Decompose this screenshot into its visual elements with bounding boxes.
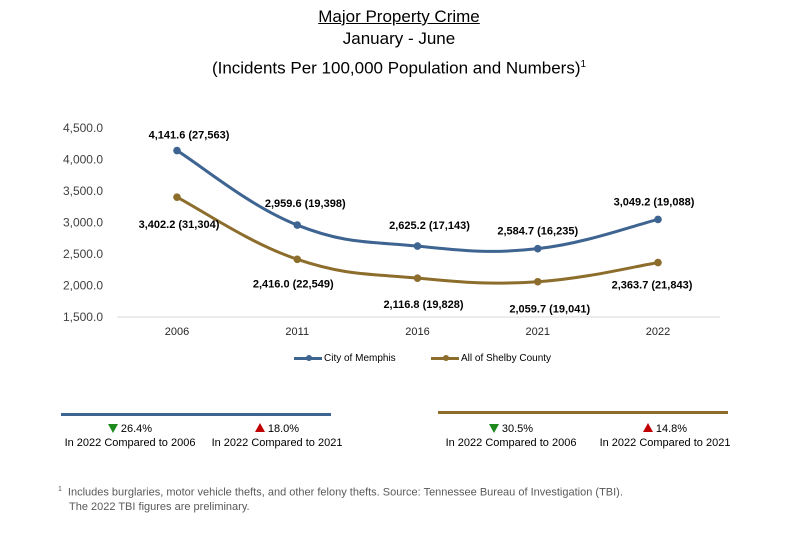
y-tick-label: 3,500.0 — [63, 184, 103, 198]
memphis-stat-vs-2006: 26.4% In 2022 Compared to 2006 — [55, 422, 205, 450]
series-line-memphis — [175, 149, 660, 253]
data-point — [654, 258, 662, 267]
y-tick-label: 1,500.0 — [63, 310, 103, 324]
shelby-vs-2021-value: 14.8% — [655, 423, 688, 435]
data-label: 2,363.7 (21,843) — [612, 280, 693, 292]
data-point — [173, 146, 181, 155]
chart-subtitle-units: (Incidents Per 100,000 Population and Nu… — [0, 50, 798, 84]
arrow-up-icon — [642, 423, 653, 432]
footnote-marker: 1 — [58, 486, 62, 493]
data-point — [173, 193, 181, 201]
data-label: 2,625.2 (17,143) — [389, 220, 470, 232]
legend-swatch-shelby — [431, 355, 459, 361]
data-point — [293, 255, 302, 264]
shelby-vs-2006-value: 30.5% — [501, 423, 534, 435]
data-label: 3,049.2 (19,088) — [614, 196, 695, 208]
footnote-line-2: The 2022 TBI figures are preliminary. — [69, 500, 250, 513]
shelby-summary-line — [438, 411, 728, 414]
memphis-summary-line — [61, 413, 331, 416]
memphis-vs-2006-label: In 2022 Compared to 2006 — [64, 437, 196, 449]
data-point — [533, 277, 542, 286]
data-point — [533, 244, 542, 253]
x-tick-label: 2021 — [526, 326, 550, 338]
memphis-vs-2021-label: In 2022 Compared to 2021 — [211, 437, 343, 449]
data-point — [654, 215, 662, 224]
line-chart: 1,500.0 2,000.0 2,500.0 3,000.0 3,500.0 4,000… — [63, 121, 720, 338]
x-tick-label: 2022 — [646, 326, 670, 338]
data-point — [413, 242, 422, 250]
arrow-down-icon — [488, 424, 499, 433]
chart-subtitle-units-text: (Incidents Per 100,000 Population and Nu… — [211, 58, 581, 78]
chart-title-block: Major Property Crime January - June (Inc… — [0, 6, 798, 84]
legend-item-shelby: All of Shelby County — [431, 353, 551, 364]
data-label: 2,959.6 (19,398) — [265, 198, 346, 210]
memphis-vs-2021-value: 18.0% — [267, 423, 300, 435]
y-tick-label: 3,000.0 — [63, 216, 103, 230]
arrow-up-icon — [254, 423, 265, 432]
memphis-stat-vs-2021: 18.0% In 2022 Compared to 2021 — [204, 422, 350, 450]
data-label: 4,141.6 (27,563) — [149, 130, 230, 142]
y-axis: 1,500.0 2,000.0 2,500.0 3,000.0 3,500.0 4,000… — [63, 121, 103, 324]
footnote: 1 Includes burglaries, motor vehicle thef… — [58, 483, 623, 514]
data-label: 2,116.8 (19,828) — [383, 299, 463, 311]
series-layer — [173, 146, 662, 286]
x-tick-label: 2016 — [405, 326, 429, 338]
arrow-down-icon — [107, 424, 118, 433]
data-label: 2,059.7 (19,041) — [509, 304, 590, 316]
chart-subtitle: January - June — [342, 29, 456, 48]
memphis-vs-2006-value: 26.4% — [120, 423, 153, 435]
y-tick-label: 4,000.0 — [63, 153, 103, 167]
shelby-vs-2021-label: In 2022 Compared to 2021 — [599, 437, 731, 449]
legend-label-memphis: City of Memphis — [324, 353, 396, 364]
y-tick-label: 2,000.0 — [63, 279, 103, 293]
y-tick-label: 2,500.0 — [63, 247, 103, 261]
shelby-stat-vs-2021: 14.8% In 2022 Compared to 2021 — [592, 422, 738, 450]
x-tick-label: 2011 — [285, 326, 309, 338]
y-tick-label: 4,500.0 — [63, 121, 103, 135]
shelby-vs-2006-label: In 2022 Compared to 2006 — [445, 437, 577, 449]
x-axis: 2006 2011 2016 2021 2022 — [165, 326, 670, 338]
legend-label-shelby: All of Shelby County — [461, 353, 552, 364]
footnote-marker: 1 — [580, 59, 587, 70]
footnote-line-1: Includes burglaries, motor vehicle theft… — [67, 486, 623, 499]
data-point — [413, 274, 422, 282]
data-label: 2,416.0 (22,549) — [253, 278, 334, 290]
shelby-stat-vs-2006: 30.5% In 2022 Compared to 2006 — [436, 422, 586, 450]
legend-swatch-memphis — [294, 355, 322, 361]
data-label: 3,402.2 (31,304) — [139, 219, 220, 231]
data-label: 2,584.7 (16,235) — [497, 226, 578, 238]
data-point — [293, 221, 302, 229]
chart-title: Major Property Crime — [318, 7, 480, 26]
legend-item-memphis: City of Memphis — [294, 353, 396, 364]
x-tick-label: 2006 — [165, 326, 189, 338]
data-labels-layer: 4,141.6 (27,563) 2,959.6 (19,398) 2,625.2 … — [139, 130, 695, 316]
